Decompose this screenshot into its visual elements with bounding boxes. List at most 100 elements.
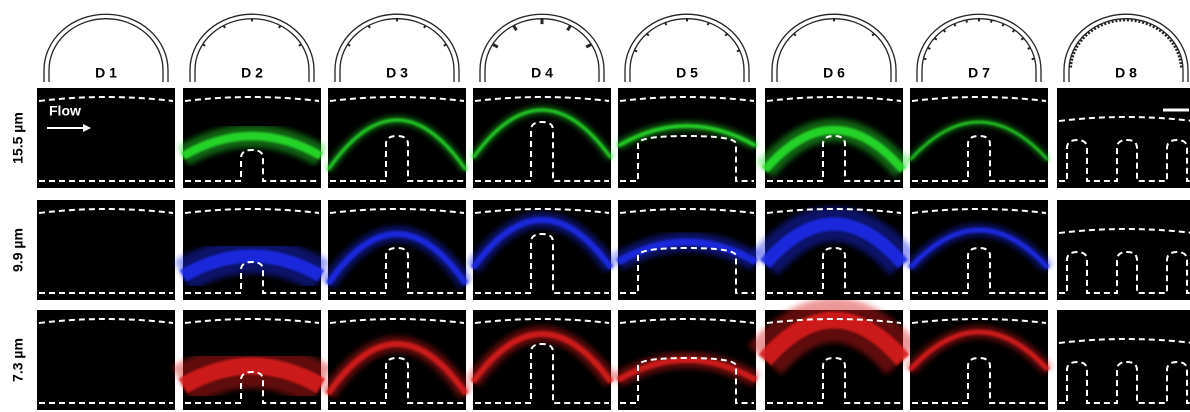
panel: [910, 310, 1048, 410]
schematic-tick: [872, 34, 874, 36]
row-label: 15.5 µm: [10, 112, 26, 164]
panel: [1057, 88, 1190, 188]
schematic-tick: [369, 26, 371, 28]
schematic-tick: [923, 59, 926, 60]
micrograph: [37, 200, 175, 300]
micrograph: [473, 310, 611, 410]
schematic-tick: [708, 23, 709, 25]
schematic-tick: [1159, 30, 1161, 32]
schematic-tick: [1105, 22, 1106, 25]
schematic-tick: [493, 44, 498, 47]
schematic-tick: [1085, 34, 1087, 36]
schematic-tick: [1170, 40, 1172, 42]
schematic-tick: [1094, 27, 1096, 29]
panel: [328, 88, 466, 188]
micrograph: [910, 88, 1048, 188]
schematic-tick: [1088, 32, 1090, 34]
schematic-tick: [586, 44, 591, 47]
schematic-tick: [203, 44, 206, 45]
schematic-tick: [1175, 49, 1178, 50]
micrograph: [183, 200, 321, 300]
micrograph: [473, 200, 611, 300]
micrograph: [765, 310, 903, 410]
schematic-tick: [1112, 20, 1113, 23]
schematic-tick: [737, 50, 740, 51]
flow-label: Flow: [49, 103, 81, 119]
schematic-tick: [514, 26, 517, 31]
schematic-tick: [1135, 19, 1136, 22]
schematic-tick: [928, 48, 931, 49]
schematic-tick: [299, 44, 302, 45]
schematic-tick: [1150, 24, 1151, 26]
schematic-tick: [1071, 56, 1074, 57]
schematic-tick: [665, 23, 666, 25]
schematic-tick: [1072, 52, 1075, 53]
micrograph: [328, 310, 466, 410]
schematic-tick: [1002, 24, 1003, 26]
micrograph: [765, 200, 903, 300]
schematic-tick: [1146, 22, 1147, 25]
micrograph: [183, 88, 321, 188]
schematic-tick: [348, 44, 351, 45]
row-label: 7.3 µm: [10, 338, 26, 382]
schematic-tick: [1139, 20, 1140, 23]
schematic-tick: [1172, 43, 1175, 44]
column-label: D 7: [968, 65, 990, 81]
schematic-tick: [725, 34, 727, 36]
micrograph: [473, 88, 611, 188]
schematic-tick: [1078, 43, 1081, 44]
schematic-tick: [1013, 30, 1015, 32]
schematic-tick: [1174, 46, 1177, 47]
row-label: 9.9 µm: [10, 228, 26, 272]
schematic-tick: [1101, 24, 1102, 26]
schematic-tick: [1021, 38, 1023, 40]
micrograph: [618, 310, 756, 410]
panel: [1057, 200, 1190, 300]
column-label: D 2: [241, 65, 263, 81]
schematic-tick: [1098, 26, 1100, 28]
column-label: D 1: [95, 65, 117, 81]
schematic-tick: [1080, 40, 1082, 42]
micrograph: [1057, 310, 1190, 410]
schematic-tick: [1070, 59, 1073, 60]
schematic-tick: [966, 20, 967, 23]
micrograph: [183, 310, 321, 410]
micrograph: [37, 310, 175, 410]
schematic-tick: [1143, 21, 1144, 24]
column-label: D 6: [823, 65, 845, 81]
micrograph: [765, 88, 903, 188]
schematic-tick: [647, 34, 649, 36]
micrograph: [328, 200, 466, 300]
schematic-tick: [934, 38, 936, 40]
micrograph: [910, 200, 1048, 300]
schematic-tick: [1032, 59, 1035, 60]
schematic-tick: [1108, 21, 1109, 24]
micrograph: [618, 200, 756, 300]
column-label: D 5: [676, 65, 698, 81]
micrograph: Flow: [37, 88, 175, 188]
schematic-tick: [954, 24, 955, 26]
schematic-tick: [794, 34, 796, 36]
micrograph: [328, 88, 466, 188]
schematic-tick: [1091, 30, 1093, 32]
micrograph: [1057, 200, 1190, 300]
schematic-tick: [1076, 46, 1079, 47]
micrograph: [1057, 88, 1190, 188]
column-label: D 3: [386, 65, 408, 81]
column-label: D 4: [531, 65, 553, 81]
schematic-tick: [444, 44, 447, 45]
schematic-tick: [1082, 37, 1084, 39]
schematic-tick: [568, 26, 571, 31]
micrograph: [618, 88, 756, 188]
schematic-tick: [1167, 37, 1169, 39]
micrograph: [910, 310, 1048, 410]
schematic-tick: [1179, 59, 1182, 60]
schematic-tick: [1165, 34, 1167, 36]
schematic-tick: [1178, 56, 1181, 57]
schematic-tick: [1028, 48, 1031, 49]
schematic-tick: [224, 26, 226, 28]
schematic-tick: [1116, 19, 1117, 22]
schematic-tick: [1177, 52, 1180, 53]
schematic-tick: [991, 20, 992, 23]
figure: 15.5 µm 9.9 µm 7.3 µm D 1 Flow D 2 D 3 D 4 D 5 D …: [0, 0, 1190, 412]
